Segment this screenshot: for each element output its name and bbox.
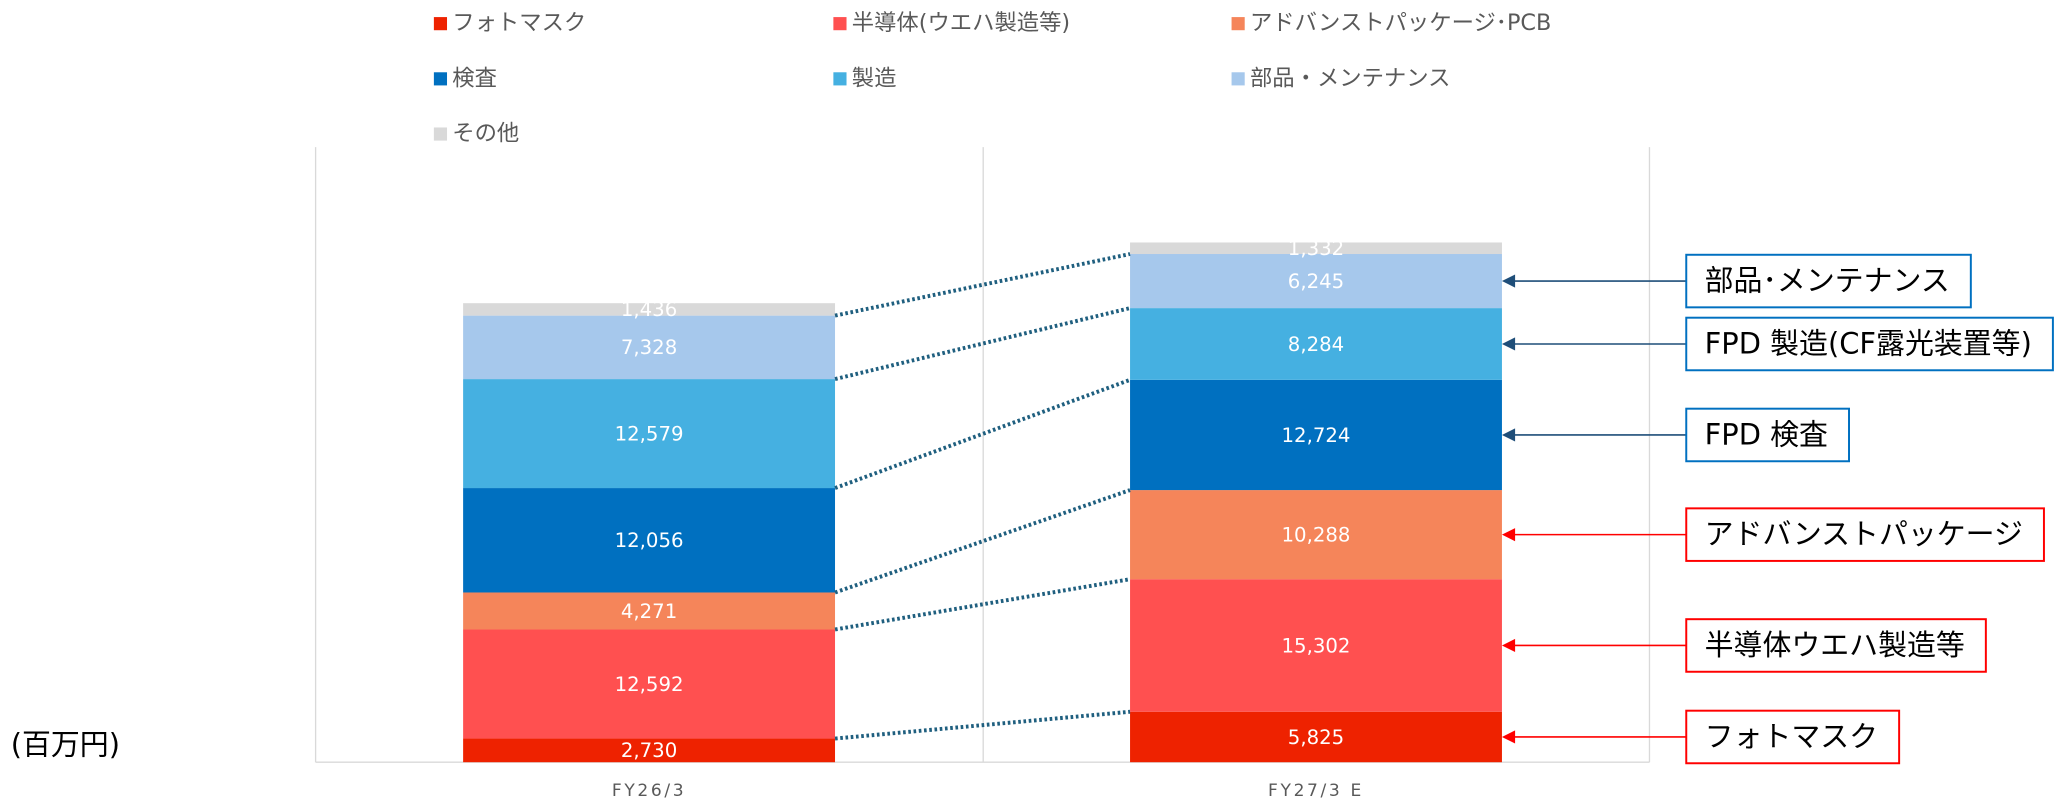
x-tick-label: FY26/3 — [612, 781, 686, 799]
data-label: 12,056 — [615, 529, 684, 552]
legend-label: 半導体(ウエハ製造等) — [852, 10, 1070, 36]
arrow-head — [1501, 730, 1516, 744]
x-tick-label: FY27/3 E — [1268, 781, 1364, 799]
bar-segment — [1130, 711, 1502, 763]
legend-swatch — [1231, 72, 1245, 86]
callout-box — [1685, 253, 1972, 309]
callout-box — [1685, 407, 1850, 463]
callout-box — [1685, 316, 2054, 372]
y-axis-label: (百万円) — [11, 727, 120, 761]
bar-segment — [463, 303, 836, 316]
legend-swatch — [433, 72, 448, 86]
bar-segment — [1130, 242, 1502, 255]
legend-label: 検査 — [452, 65, 497, 91]
bar-segment — [463, 488, 836, 593]
arrow-head — [1501, 337, 1516, 351]
callout-box — [1685, 507, 2045, 562]
legend-label: フォトマスク — [452, 10, 586, 36]
arrow-head — [1501, 638, 1516, 653]
data-label: 1,436 — [621, 298, 677, 321]
bar-segment — [1130, 490, 1502, 580]
data-label: 1,332 — [1288, 237, 1344, 260]
data-label: 12,579 — [615, 422, 684, 445]
data-label: 6,245 — [1288, 270, 1344, 293]
callout-text: 半導体ウエハ製造等 — [1705, 628, 1965, 662]
bar-segment — [463, 315, 836, 380]
data-label: 10,288 — [1282, 523, 1351, 546]
callout-box — [1685, 709, 1901, 765]
bar-segment — [1130, 579, 1502, 712]
data-label: 2,730 — [621, 739, 677, 762]
connector — [834, 709, 1131, 741]
bar-segment — [463, 629, 836, 739]
legend-swatch — [833, 17, 847, 31]
legend-label: その他 — [452, 121, 519, 147]
bar-segment — [463, 738, 836, 763]
callout-text: FPD 検査 — [1705, 417, 1828, 451]
bar-segment — [463, 379, 836, 489]
callout-box — [1685, 618, 1987, 673]
data-label: 4,271 — [621, 600, 677, 623]
legend-swatch — [433, 127, 448, 141]
callout-text: 部品･メンテナンス — [1705, 263, 1950, 297]
bar-segment — [463, 592, 836, 630]
bar-segment — [1130, 379, 1502, 491]
callout-text: FPD 製造(CF露光装置等) — [1705, 326, 2032, 360]
data-label: 7,328 — [621, 336, 677, 359]
bar-segment — [1130, 308, 1502, 380]
connector — [834, 577, 1131, 632]
arrow-head — [1501, 528, 1516, 542]
callout-text: フォトマスク — [1705, 719, 1878, 753]
legend-label: アドバンストパッケージ･PCB — [1250, 10, 1551, 36]
data-label: 8,284 — [1288, 333, 1344, 356]
data-label: 12,724 — [1282, 424, 1351, 447]
legend-label: 製造 — [852, 65, 897, 91]
legend-swatch — [433, 17, 448, 31]
data-label: 5,825 — [1288, 726, 1344, 749]
arrow-head — [1501, 428, 1516, 442]
data-label: 15,302 — [1282, 634, 1351, 657]
legend-swatch — [1231, 17, 1245, 31]
legend-swatch — [833, 72, 847, 86]
callout-text: アドバンストパッケージ — [1705, 517, 2023, 551]
connector — [834, 306, 1131, 382]
arrow-head — [1501, 274, 1516, 288]
legend-label: 部品・メンテナンス — [1250, 65, 1451, 91]
bar-segment — [1130, 254, 1502, 309]
data-label: 12,592 — [615, 673, 684, 696]
